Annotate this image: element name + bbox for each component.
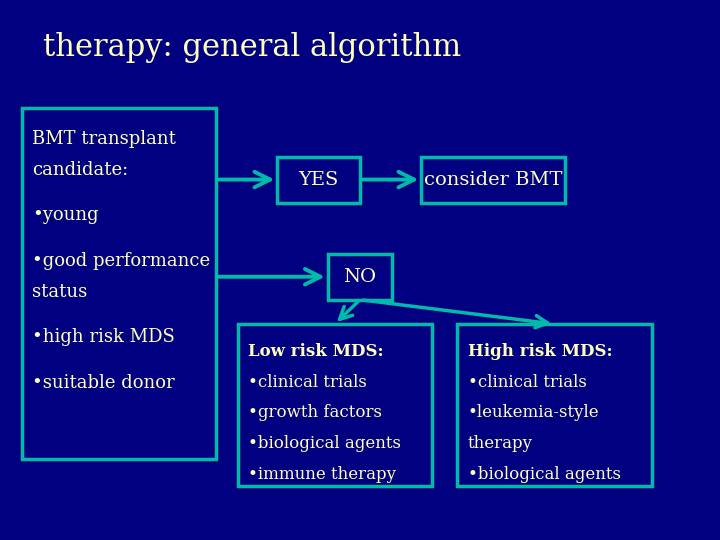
Text: candidate:: candidate:	[32, 161, 129, 179]
FancyBboxPatch shape	[457, 324, 652, 486]
Text: •young: •young	[32, 206, 99, 224]
Text: therapy: general algorithm: therapy: general algorithm	[43, 32, 462, 63]
FancyBboxPatch shape	[421, 157, 565, 202]
Text: •biological agents: •biological agents	[248, 435, 402, 452]
Text: •good performance: •good performance	[32, 252, 210, 270]
FancyBboxPatch shape	[328, 254, 392, 300]
FancyBboxPatch shape	[277, 157, 360, 202]
Text: consider BMT: consider BMT	[424, 171, 562, 188]
Text: •leukemia-style: •leukemia-style	[468, 404, 600, 421]
Text: •immune therapy: •immune therapy	[248, 466, 397, 483]
Text: •high risk MDS: •high risk MDS	[32, 328, 175, 347]
Text: •clinical trials: •clinical trials	[468, 374, 587, 390]
Text: •biological agents: •biological agents	[468, 466, 621, 483]
FancyBboxPatch shape	[238, 324, 432, 486]
Text: •clinical trials: •clinical trials	[248, 374, 367, 390]
Text: •growth factors: •growth factors	[248, 404, 382, 421]
Text: BMT transplant: BMT transplant	[32, 130, 176, 147]
Text: High risk MDS:: High risk MDS:	[468, 343, 613, 360]
Text: Low risk MDS:: Low risk MDS:	[248, 343, 384, 360]
Text: status: status	[32, 283, 88, 301]
Text: NO: NO	[343, 268, 377, 286]
Text: YES: YES	[299, 171, 338, 188]
Text: therapy: therapy	[468, 435, 533, 452]
Text: •suitable donor: •suitable donor	[32, 374, 175, 392]
